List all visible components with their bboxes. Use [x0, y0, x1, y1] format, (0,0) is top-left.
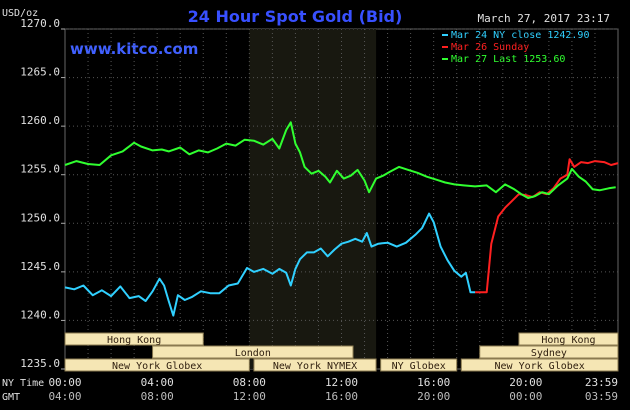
session-label: New York NYMEX	[273, 361, 357, 372]
x-tick-label-gmt: 03:59	[585, 390, 618, 403]
market-sessions: Hong Kong London New York Globex New York N…	[64, 332, 619, 372]
x-tick-label-gmt: 08:00	[141, 390, 174, 403]
series-line-2	[64, 121, 616, 199]
x-tick-label-ny: 23:59	[585, 376, 618, 389]
session-label: New York Globex	[112, 361, 202, 372]
x-tick-label-gmt: 04:00	[48, 390, 81, 403]
session-label: Hong Kong	[107, 335, 161, 346]
gridlines	[65, 28, 618, 370]
series-line-0	[64, 212, 476, 317]
legend-entry: Mar 27 Last 1253.60	[451, 54, 565, 65]
session-label: NY Globex	[392, 361, 446, 372]
nymex-shade	[249, 29, 377, 369]
x-tick-label-ny: 12:00	[325, 376, 358, 389]
x-tick-label-gmt: 00:00	[509, 390, 542, 403]
legend-entry: Mar 26 Sunday	[451, 42, 529, 53]
session-label: Hong Kong	[541, 335, 595, 346]
y-tick-label: 1270.0	[20, 17, 60, 30]
chart-date: March 27, 2017 23:17	[478, 12, 610, 25]
legend-swatch	[442, 34, 448, 36]
legend-swatch	[442, 46, 448, 48]
session-bar	[380, 358, 458, 372]
session-bar	[64, 332, 204, 346]
x-tick-label-gmt: 20:00	[417, 390, 450, 403]
x-tick-label-ny: 00:00	[48, 376, 81, 389]
session-bar	[152, 345, 354, 359]
session-label: Sydney	[531, 348, 567, 359]
session-label: London	[235, 348, 271, 359]
y-tick-label: 1240.0	[20, 308, 60, 321]
x-tick-label-ny: 08:00	[233, 376, 266, 389]
session-bar	[64, 358, 250, 372]
legend-swatch	[442, 58, 448, 60]
ny-time-label: NY Time	[2, 378, 44, 389]
series-line-1	[475, 158, 619, 294]
x-tick-label-gmt: 12:00	[233, 390, 266, 403]
session-bar	[253, 358, 377, 372]
gmt-label: GMT	[2, 392, 20, 403]
session-label: New York Globex	[495, 361, 585, 372]
x-axis-ticks: 00:0004:0004:0008:0008:0012:0012:0016:00…	[48, 376, 618, 403]
y-tick-label: 1250.0	[20, 211, 60, 224]
session-bar	[460, 358, 619, 372]
shaded-session	[249, 29, 377, 369]
y-tick-label: 1245.0	[20, 260, 60, 273]
legend-entry: Mar 24 NY close 1242.90	[451, 30, 589, 41]
session-bar	[518, 332, 619, 346]
x-tick-label-ny: 20:00	[509, 376, 542, 389]
session-bar	[479, 345, 619, 359]
x-tick-label-ny: 04:00	[141, 376, 174, 389]
series-lines	[64, 121, 619, 317]
y-axis-ticks: 1235.0 1240.0 1245.0 1250.0 1255.0 1260.0 1265…	[20, 17, 65, 370]
unit-label: USD/oz	[2, 8, 38, 19]
x-tick-label-ny: 16:00	[417, 376, 450, 389]
x-tick-label-gmt: 16:00	[325, 390, 358, 403]
y-tick-label: 1255.0	[20, 163, 60, 176]
chart-title: 24 Hour Spot Gold (Bid)	[188, 7, 403, 26]
y-tick-label: 1235.0	[20, 357, 60, 370]
y-tick-label: 1265.0	[20, 66, 60, 79]
y-tick-label: 1260.0	[20, 114, 60, 127]
